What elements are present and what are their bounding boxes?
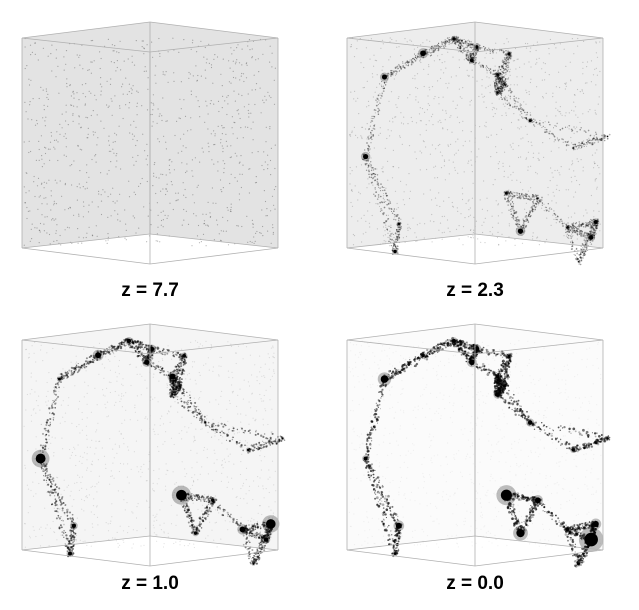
redshift-label-z1.0: z = 1.0 [50,573,250,595]
redshift-label-z7.7: z = 7.7 [50,280,250,302]
redshift-label-z2.3: z = 2.3 [375,280,575,302]
cube-render [10,8,310,268]
cube-render [335,310,635,570]
cube-edge [475,550,603,566]
redshift-label-z0.0: z = 0.0 [375,573,575,595]
cube-edge [347,248,475,264]
cube-edge [22,248,150,264]
cube-render [10,310,310,570]
cube-edge [347,550,475,566]
cube-edge [22,550,150,566]
simulation-panel-z1.0 [10,310,310,610]
simulation-panel-z0.0 [335,310,635,610]
simulation-panel-z2.3 [335,8,635,308]
cube-edge [150,248,278,264]
simulation-panel-z7.7 [10,8,310,308]
cube-render [335,8,635,268]
